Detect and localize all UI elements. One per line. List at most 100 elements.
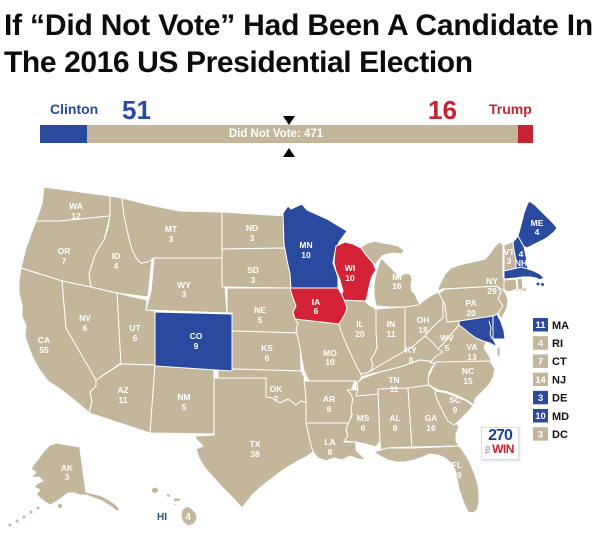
svg-text:ME: ME — [531, 218, 544, 228]
svg-text:MD: MD — [552, 411, 569, 423]
svg-text:TN: TN — [388, 375, 399, 385]
svg-text:4: 4 — [538, 338, 544, 349]
svg-text:6: 6 — [265, 353, 270, 363]
svg-text:14: 14 — [535, 375, 546, 386]
svg-text:10: 10 — [345, 273, 355, 283]
svg-text:3: 3 — [250, 233, 255, 243]
svg-text:UT: UT — [129, 323, 141, 333]
svg-text:3: 3 — [538, 429, 543, 440]
svg-text:MO: MO — [323, 348, 337, 358]
svg-text:VT: VT — [504, 247, 516, 257]
svg-text:20: 20 — [355, 329, 365, 339]
svg-text:5: 5 — [258, 315, 263, 325]
svg-text:WV: WV — [440, 333, 454, 343]
svg-text:3: 3 — [251, 275, 256, 285]
svg-text:OK: OK — [270, 384, 284, 394]
svg-text:6: 6 — [314, 306, 319, 316]
svg-text:DC: DC — [552, 429, 568, 441]
svg-text:11: 11 — [535, 320, 546, 331]
svg-text:9: 9 — [453, 405, 458, 415]
svg-text:3: 3 — [538, 393, 543, 404]
svg-text:CA: CA — [38, 335, 50, 345]
svg-text:38: 38 — [250, 449, 260, 459]
svg-text:NC: NC — [462, 366, 474, 376]
svg-text:5: 5 — [445, 343, 450, 353]
svg-text:KY: KY — [405, 345, 417, 355]
svg-text:11: 11 — [387, 329, 396, 339]
svg-text:RI: RI — [552, 338, 563, 350]
svg-text:ID: ID — [112, 251, 121, 261]
svg-text:CO: CO — [190, 331, 203, 341]
svg-text:DE: DE — [552, 393, 567, 405]
svg-text:8: 8 — [328, 447, 333, 457]
svg-text:IA: IA — [312, 297, 321, 307]
svg-text:10: 10 — [325, 357, 335, 367]
svg-text:29: 29 — [452, 470, 462, 480]
svg-text:4: 4 — [114, 261, 119, 271]
svg-text:MI: MI — [392, 272, 401, 282]
svg-text:AK: AK — [61, 463, 74, 473]
svg-text:16: 16 — [392, 281, 402, 291]
svg-text:5: 5 — [182, 402, 187, 412]
svg-text:3: 3 — [169, 234, 174, 244]
svg-text:NV: NV — [79, 313, 91, 323]
svg-text:15: 15 — [463, 376, 473, 386]
svg-text:SC: SC — [449, 395, 461, 405]
svg-text:NM: NM — [177, 392, 190, 402]
svg-text:29: 29 — [487, 286, 497, 296]
svg-text:3: 3 — [507, 256, 512, 266]
svg-text:ND: ND — [246, 223, 258, 233]
svg-text:10: 10 — [301, 250, 311, 260]
svg-text:AZ: AZ — [117, 385, 128, 395]
svg-text:SD: SD — [247, 265, 259, 275]
svg-text:12: 12 — [71, 211, 81, 221]
svg-text:8: 8 — [409, 355, 414, 365]
svg-text:NY: NY — [486, 276, 498, 286]
svg-text:CT: CT — [552, 356, 567, 368]
svg-text:6: 6 — [361, 423, 366, 433]
svg-text:HI: HI — [157, 512, 167, 523]
svg-text:20: 20 — [466, 308, 476, 318]
svg-text:PA: PA — [465, 298, 476, 308]
svg-text:AL: AL — [389, 413, 400, 423]
svg-text:WA: WA — [69, 201, 83, 211]
svg-text:6: 6 — [133, 333, 138, 343]
svg-text:TX: TX — [250, 439, 261, 449]
svg-text:MN: MN — [299, 240, 312, 250]
svg-text:13: 13 — [467, 352, 477, 362]
svg-text:IL: IL — [356, 319, 364, 329]
svg-text:9: 9 — [393, 423, 398, 433]
svg-text:6: 6 — [83, 323, 88, 333]
svg-text:7: 7 — [274, 394, 279, 404]
svg-text:4: 4 — [185, 512, 191, 523]
svg-text:55: 55 — [39, 345, 49, 355]
svg-text:LA: LA — [324, 437, 335, 447]
svg-text:MS: MS — [357, 413, 370, 423]
svg-text:WI: WI — [345, 263, 355, 273]
svg-text:16: 16 — [426, 423, 436, 433]
svg-text:VA: VA — [466, 342, 477, 352]
svg-text:NE: NE — [254, 305, 266, 315]
svg-text:9: 9 — [194, 341, 199, 351]
svg-text:3: 3 — [65, 472, 70, 482]
svg-text:7: 7 — [62, 256, 67, 266]
svg-text:6: 6 — [327, 404, 332, 414]
svg-text:GA: GA — [425, 413, 438, 423]
svg-text:NH: NH — [515, 258, 527, 268]
svg-text:AR: AR — [323, 394, 335, 404]
svg-text:OH: OH — [417, 315, 430, 325]
svg-text:3: 3 — [182, 289, 187, 299]
svg-text:IN: IN — [387, 319, 396, 329]
svg-text:MA: MA — [552, 320, 569, 332]
svg-text:KS: KS — [261, 343, 273, 353]
svg-text:FL: FL — [452, 460, 462, 470]
svg-text:10: 10 — [535, 411, 546, 422]
svg-text:4: 4 — [535, 227, 540, 237]
svg-text:7: 7 — [538, 357, 543, 368]
svg-text:18: 18 — [418, 325, 428, 335]
svg-text:MT: MT — [165, 224, 178, 234]
svg-text:WY: WY — [177, 280, 191, 290]
svg-text:11: 11 — [390, 384, 399, 394]
svg-text:OR: OR — [58, 246, 71, 256]
svg-text:NJ: NJ — [552, 374, 566, 386]
